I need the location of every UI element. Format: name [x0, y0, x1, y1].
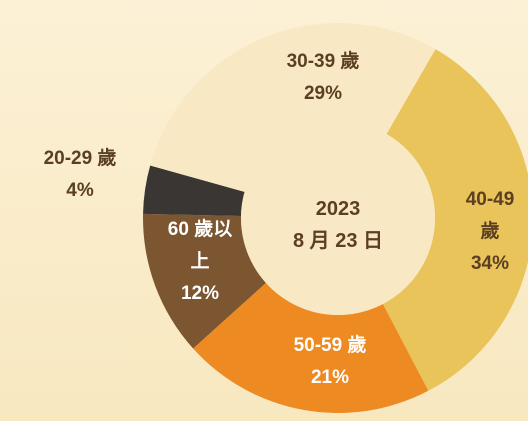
- wedge: [143, 213, 266, 349]
- value-label: 29%: [303, 83, 343, 104]
- wedge: [193, 282, 429, 413]
- wedge: [382, 49, 528, 391]
- value-label: 34%: [470, 253, 510, 274]
- slice-label: 50-59 歲 21%: [230, 330, 430, 394]
- wedge: [143, 165, 245, 216]
- category-label: 50-59 歲: [293, 335, 367, 356]
- slice-label: 40-49 歲 34%: [460, 184, 520, 280]
- category-label: 60 歲以上: [167, 219, 233, 272]
- center-line: 2023: [315, 198, 361, 220]
- value-label: 12%: [180, 283, 220, 304]
- value-label: 21%: [310, 367, 350, 388]
- category-label: 40-49 歲: [465, 189, 515, 242]
- wedge: [150, 23, 436, 192]
- slice-label: 60 歲以上 12%: [165, 214, 235, 310]
- value-label: 4%: [66, 180, 94, 201]
- center-label: 2023 8 月 23 日: [293, 193, 383, 257]
- donut-hole: [241, 121, 435, 315]
- category-label: 20-29 歲: [43, 148, 117, 169]
- category-label: 30-39 歲: [286, 51, 360, 72]
- slice-label: 30-39 歲 29%: [223, 46, 423, 110]
- center-line: 8 月 23 日: [292, 230, 384, 252]
- slice-label: 20-29 歲 4%: [20, 143, 140, 207]
